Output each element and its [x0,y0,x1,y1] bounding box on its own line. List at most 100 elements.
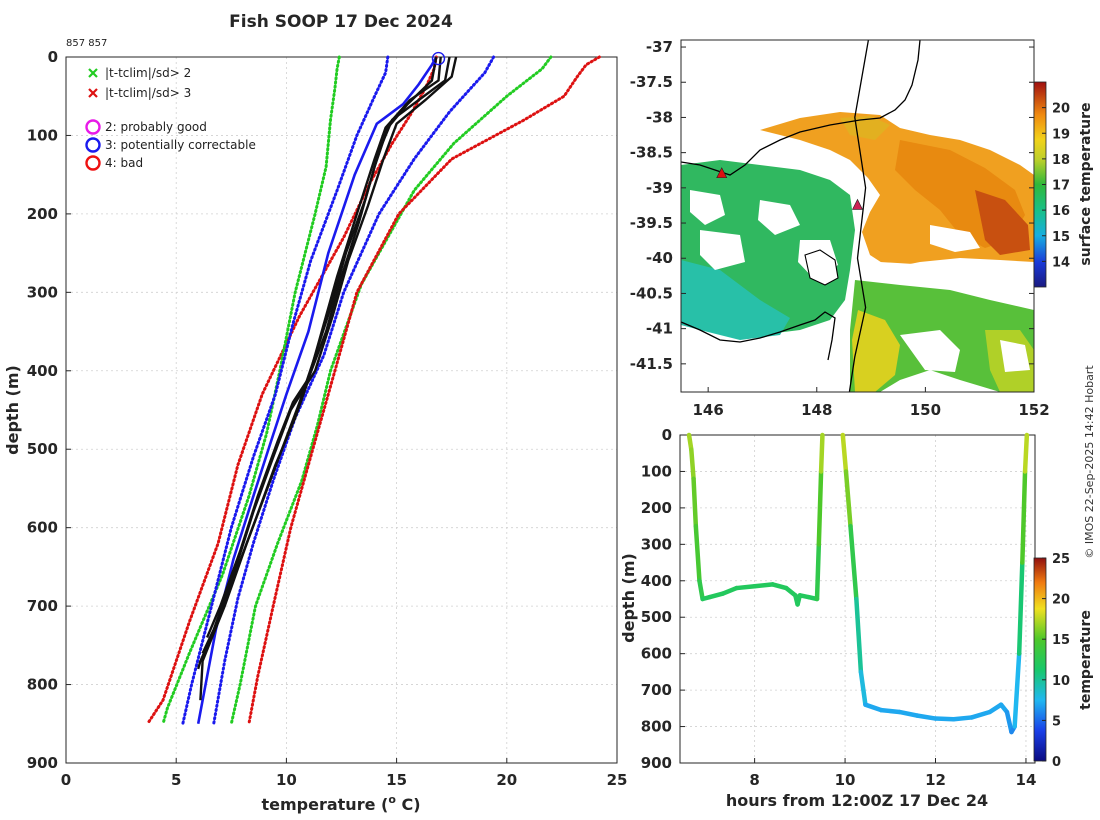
timeseries-ytick-label: 700 [641,681,672,699]
map-colorbar-tick-label: 14 [1052,255,1070,270]
profile-xtick-label: 15 [386,771,407,789]
profile-xtick-label: 10 [276,771,297,789]
map-flinders-island [804,249,839,286]
map-ytick-label: -41.5 [630,355,673,373]
timeseries-ytick-label: 300 [641,535,672,553]
map-yellow-patch [840,116,890,140]
timeseries-trace-piece [1012,651,1022,729]
timeseries-trace-piece [848,523,859,602]
timeseries-trace-piece [858,669,868,707]
copyright-text: © IMOS 22-Sep-2025 14:42 Hobart [1083,365,1096,559]
timeseries-ytick-label: 100 [641,462,672,480]
profile-series-group [146,51,601,726]
timeseries-xtick-label: 8 [749,771,759,789]
profile-ylabel: depth (m) [3,365,22,455]
timeseries-series-group [686,432,1030,735]
timeseries-ytick-label: 0 [662,426,672,444]
profile-grid [66,57,617,763]
timeseries-colorbar-tick-label: 20 [1052,593,1070,608]
timeseries-trace-piece [707,591,726,600]
map-ytick-label: -40 [646,249,673,267]
profile-xlabel: temperature (o C) [261,793,420,814]
map-coastline-tasmania [681,311,836,361]
legend-label: 3: potentially correctable [105,138,256,152]
timeseries-trace-piece [854,596,864,675]
profile-ytick-label: 800 [27,676,58,694]
map-xtick-label: 148 [801,401,832,419]
profile-series-line [181,55,390,726]
map-ytick-label: -41 [646,320,673,338]
timeseries-trace-piece [697,578,705,602]
map-xtick-label: 150 [910,401,941,419]
profile-ytick-label: 300 [27,283,58,301]
timeseries-trace-piece [770,582,789,591]
profile-ytick-label: 100 [27,126,58,144]
map-cloud-8 [1000,340,1030,372]
timeseries-ytick-label: 800 [641,718,672,736]
map-drop-marker [852,198,863,210]
profile-series-line [161,55,341,726]
map-ytick-label: -39.5 [630,214,673,232]
timeseries-trace-piece [1004,709,1014,735]
map-colorbar-tick-label: 19 [1052,127,1070,142]
timeseries-ytick-label: 900 [641,754,672,772]
map-colorbar-ticks: 14 15 16 17 18 19 20 [1042,102,1070,270]
profile-xtick-label: 5 [171,771,181,789]
timeseries-ticks: 8 10 12 14 0 100 200 300 400 500 600 700 800 900 [641,426,1037,789]
profile-panel: Fish SOOP 17 Dec 2024 857 857 0 5 10 15 20 25… [3,12,627,814]
timeseries-xtick-label: 12 [925,771,946,789]
profile-series-line [229,55,553,726]
timeseries-trace-piece [814,542,822,602]
map-cloud-7 [900,330,960,372]
timeseries-colorbar-label: temperature [1078,610,1094,710]
timeseries-trace-piece [843,469,853,529]
map-drop-marker [716,167,728,179]
profile-id-label: 857 857 [66,38,107,49]
timeseries-trace-piece [915,713,938,721]
profile-xlabel-sup: o [388,793,396,806]
profile-legend: |t-tclim|/sd> 2 |t-tclim|/sd> 3 2: probabl… [85,66,256,171]
profile-series-line [146,55,438,726]
map-ytick-label: -37.5 [630,73,673,91]
profile-ytick-label: 700 [27,597,58,615]
map-south-yellow [852,310,900,392]
timeseries-colorbar-ticks: 0 5 10 15 20 25 [1042,552,1070,770]
timeseries-ylabel: depth (m) [619,553,638,643]
legend-label: |t-tclim|/sd> 2 [105,66,191,80]
timeseries-trace-piece [863,702,884,713]
timeseries-segment [840,432,1030,735]
timeseries-ytick-label: 600 [641,645,672,663]
profile-ytick-label: 400 [27,362,58,380]
map-data-layer [681,40,1034,392]
profile-ytick-label: 0 [48,48,58,66]
map-colorbar-label: surface temperature [1078,102,1094,265]
timeseries-trace-piece [1016,560,1025,656]
profile-xlabel-suffix: C) [396,795,421,814]
profile-xtick-label: 0 [61,771,71,789]
profile-ticks: 0 5 10 15 20 25 0 100 200 300 400 500 600 700 800 900 [27,48,628,789]
timeseries-trace-piece [720,585,739,596]
legend-label: |t-tclim|/sd> 3 [105,86,191,100]
profile-series-line [247,55,601,726]
timeseries-trace-piece [752,582,775,589]
map-cloud-1 [690,190,725,225]
timeseries-grid [680,435,1035,763]
profile-ytick-label: 900 [27,754,58,772]
map-cloud-2 [700,230,745,270]
legend-x-marker [88,68,98,78]
legend-label: 4: bad [105,156,143,170]
map-ytick-label: -38.5 [630,144,673,162]
map-colorbar-tick-label: 16 [1052,204,1070,219]
map-panel: 146 148 150 152 -37 -37.5 -38 -38.5 -39 -39.5 -40 -… [630,38,1094,419]
timeseries-trace-piece [951,715,974,722]
map-ytick-label: -39 [646,179,673,197]
timeseries-trace-piece [933,716,956,722]
timeseries-colorbar-tick-label: 0 [1052,755,1061,770]
map-cloud-3 [758,200,800,235]
legend-circle-marker [85,155,101,171]
timeseries-colorbar-tick-label: 25 [1052,552,1070,567]
timeseries-ytick-label: 200 [641,499,672,517]
timeseries-trace-piece [693,523,702,584]
timeseries-trace-piece [969,709,993,720]
timeseries-trace-piece [1020,469,1028,565]
